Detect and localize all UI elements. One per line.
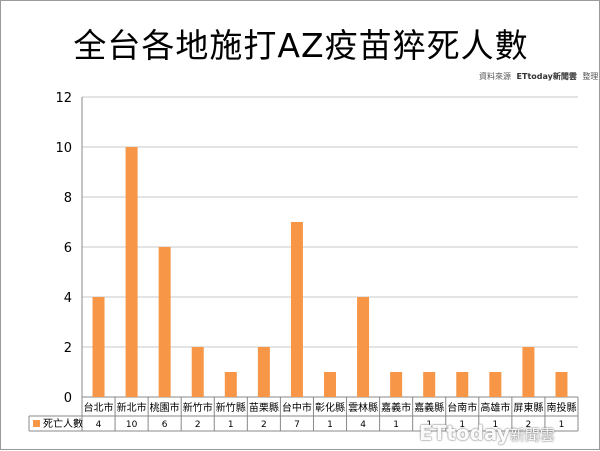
x-tick-label: 嘉義縣 bbox=[414, 401, 444, 414]
data-table-value: 6 bbox=[162, 420, 168, 430]
data-table-value: 1 bbox=[327, 420, 333, 430]
x-tick-label: 桃園市 bbox=[150, 401, 180, 414]
source-suffix: 整理 bbox=[582, 72, 599, 81]
data-table-value: 4 bbox=[96, 420, 102, 430]
data-table-value: 10 bbox=[126, 420, 138, 430]
x-tick-label: 屏東縣 bbox=[513, 401, 543, 414]
bar bbox=[357, 297, 370, 397]
x-tick-label: 高雄市 bbox=[480, 401, 510, 414]
data-table-value: 2 bbox=[526, 420, 532, 430]
data-table-value: 7 bbox=[294, 420, 300, 430]
x-tick-label: 台南市 bbox=[447, 401, 477, 414]
bar bbox=[125, 147, 138, 397]
source-prefix: 資料來源 bbox=[479, 72, 511, 81]
data-table-value: 1 bbox=[492, 420, 498, 430]
bar bbox=[290, 222, 303, 397]
x-tick-label: 新竹縣 bbox=[216, 401, 246, 414]
bar bbox=[224, 372, 237, 397]
data-table-value: 1 bbox=[459, 420, 465, 430]
bar bbox=[423, 372, 436, 397]
data-table-value: 2 bbox=[195, 420, 201, 430]
bar bbox=[257, 347, 270, 397]
watermark-sub: 新聞雲 bbox=[509, 426, 555, 444]
x-tick-label: 台北市 bbox=[84, 401, 114, 414]
data-table-value: 1 bbox=[559, 420, 565, 430]
x-tick-label: 嘉義市 bbox=[381, 401, 411, 414]
x-tick-label: 新竹市 bbox=[183, 401, 213, 414]
legend-label: 死亡人數 bbox=[43, 417, 83, 430]
data-table-value: 1 bbox=[228, 420, 234, 430]
chart-title: 全台各地施打AZ疫苗猝死人數 bbox=[73, 26, 529, 65]
y-tick-label: 12 bbox=[55, 91, 72, 106]
y-tick-label: 4 bbox=[64, 291, 72, 306]
bar bbox=[456, 372, 469, 397]
bar bbox=[522, 347, 535, 397]
y-tick-label: 10 bbox=[55, 141, 72, 156]
bar bbox=[324, 372, 336, 397]
x-tick-label: 彰化縣 bbox=[315, 401, 345, 414]
bar bbox=[489, 372, 502, 397]
bar bbox=[390, 372, 403, 397]
source-note: 資料來源 ETtoday新聞雲 整理 bbox=[479, 71, 598, 82]
data-table-value: 1 bbox=[393, 420, 399, 430]
data-table-value: 4 bbox=[360, 420, 366, 430]
data-table-value: 2 bbox=[261, 420, 267, 430]
bar bbox=[92, 297, 105, 397]
watermark-brand: ETtoday bbox=[419, 421, 510, 445]
y-tick-label: 0 bbox=[64, 391, 72, 406]
data-table-value: 1 bbox=[426, 420, 432, 430]
legend-swatch bbox=[33, 420, 40, 427]
bar bbox=[191, 347, 204, 397]
x-tick-label: 苗栗縣 bbox=[249, 402, 279, 414]
x-tick-label: 雲林縣 bbox=[348, 401, 378, 414]
y-tick-label: 8 bbox=[64, 191, 72, 206]
y-tick-label: 2 bbox=[64, 341, 72, 356]
bar bbox=[555, 372, 568, 397]
watermark-logo: ETtoday新聞雲 bbox=[419, 421, 555, 445]
y-tick-label: 6 bbox=[64, 241, 72, 256]
x-tick-label: 南投縣 bbox=[546, 401, 576, 414]
x-tick-label: 新北市 bbox=[117, 401, 147, 414]
source-brand: ETtoday新聞雲 bbox=[516, 72, 577, 81]
bar bbox=[158, 247, 171, 397]
x-tick-label: 台中市 bbox=[282, 401, 312, 414]
